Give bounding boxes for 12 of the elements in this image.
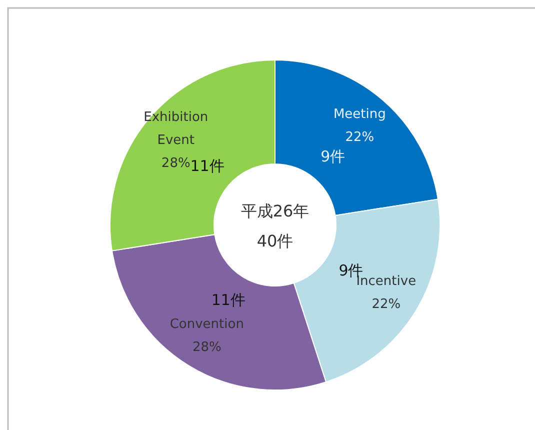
data-label: 9件 [320,147,346,166]
data-label: 11件 [211,291,246,310]
text: 22% [345,130,374,145]
text: 28% [192,340,222,356]
text: 22% [372,297,401,312]
data-label: 11件 [190,157,224,176]
slice-label: Convention [170,317,244,332]
text: 平成26年 [240,201,310,220]
text: 28% [161,156,190,171]
slice-label: Meeting [333,106,386,122]
text: 40件 [256,231,294,250]
slice-label: Incentive [356,274,416,290]
